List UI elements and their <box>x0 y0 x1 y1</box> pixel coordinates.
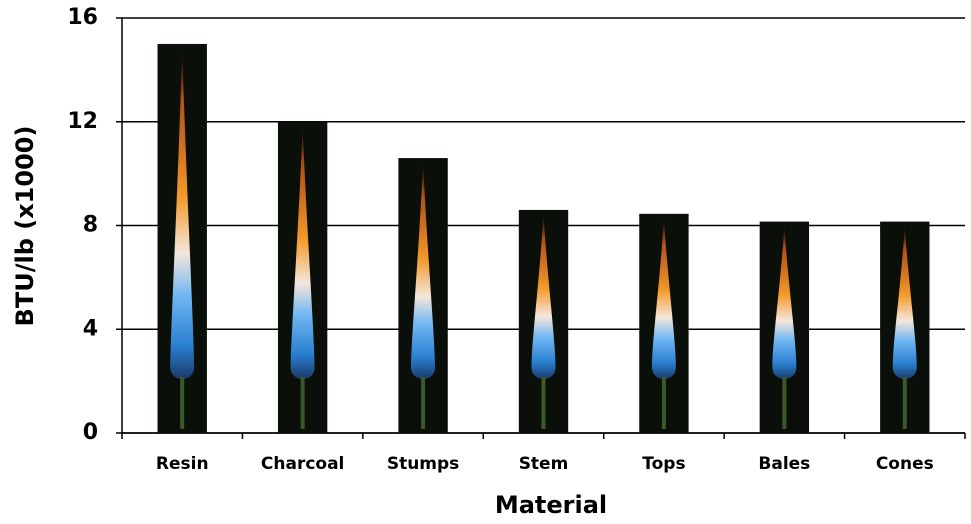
y-axis-title: BTU/lb (x1000) <box>11 126 39 327</box>
x-tick-label: Cones <box>876 454 934 474</box>
x-tick-label: Tops <box>642 454 685 474</box>
flame-base <box>421 377 425 429</box>
flame-base <box>903 377 907 429</box>
flame-base <box>301 377 305 429</box>
y-tick-label: 12 <box>67 109 98 134</box>
y-tick-label: 0 <box>83 420 98 445</box>
flame-base <box>782 377 786 429</box>
x-tick-label: Stem <box>519 454 569 474</box>
x-tick-label: Bales <box>758 454 810 474</box>
y-tick-label: 8 <box>83 213 98 238</box>
flame-base <box>662 377 666 429</box>
y-tick-label: 16 <box>67 5 98 30</box>
x-tick-label: Stumps <box>387 454 459 474</box>
flame-base <box>180 377 184 429</box>
chart: Material BTU/lb (x1000) 0 4 8 12 16 Resin Char… <box>0 0 971 520</box>
flame-base <box>542 377 546 429</box>
x-tick-label: Resin <box>156 454 209 474</box>
x-tick-label: Charcoal <box>261 454 345 474</box>
x-axis-title: Material <box>495 491 607 519</box>
y-tick-label: 4 <box>83 316 98 341</box>
